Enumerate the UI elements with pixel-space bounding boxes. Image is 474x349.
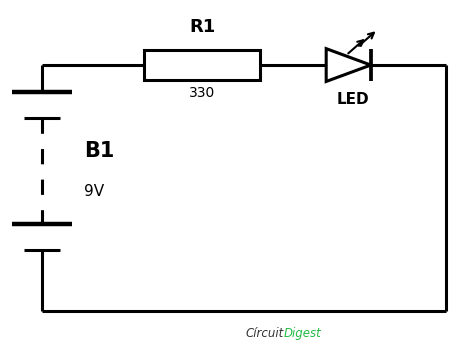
Text: B1: B1: [84, 141, 114, 161]
Text: LED: LED: [337, 92, 369, 107]
Text: 9V: 9V: [84, 184, 104, 199]
Text: Digest: Digest: [283, 327, 321, 340]
Text: Círcuit: Círcuit: [245, 327, 283, 340]
Text: R1: R1: [189, 18, 215, 36]
Text: 330: 330: [189, 86, 215, 99]
Polygon shape: [326, 49, 371, 81]
Bar: [144, 50, 260, 81]
